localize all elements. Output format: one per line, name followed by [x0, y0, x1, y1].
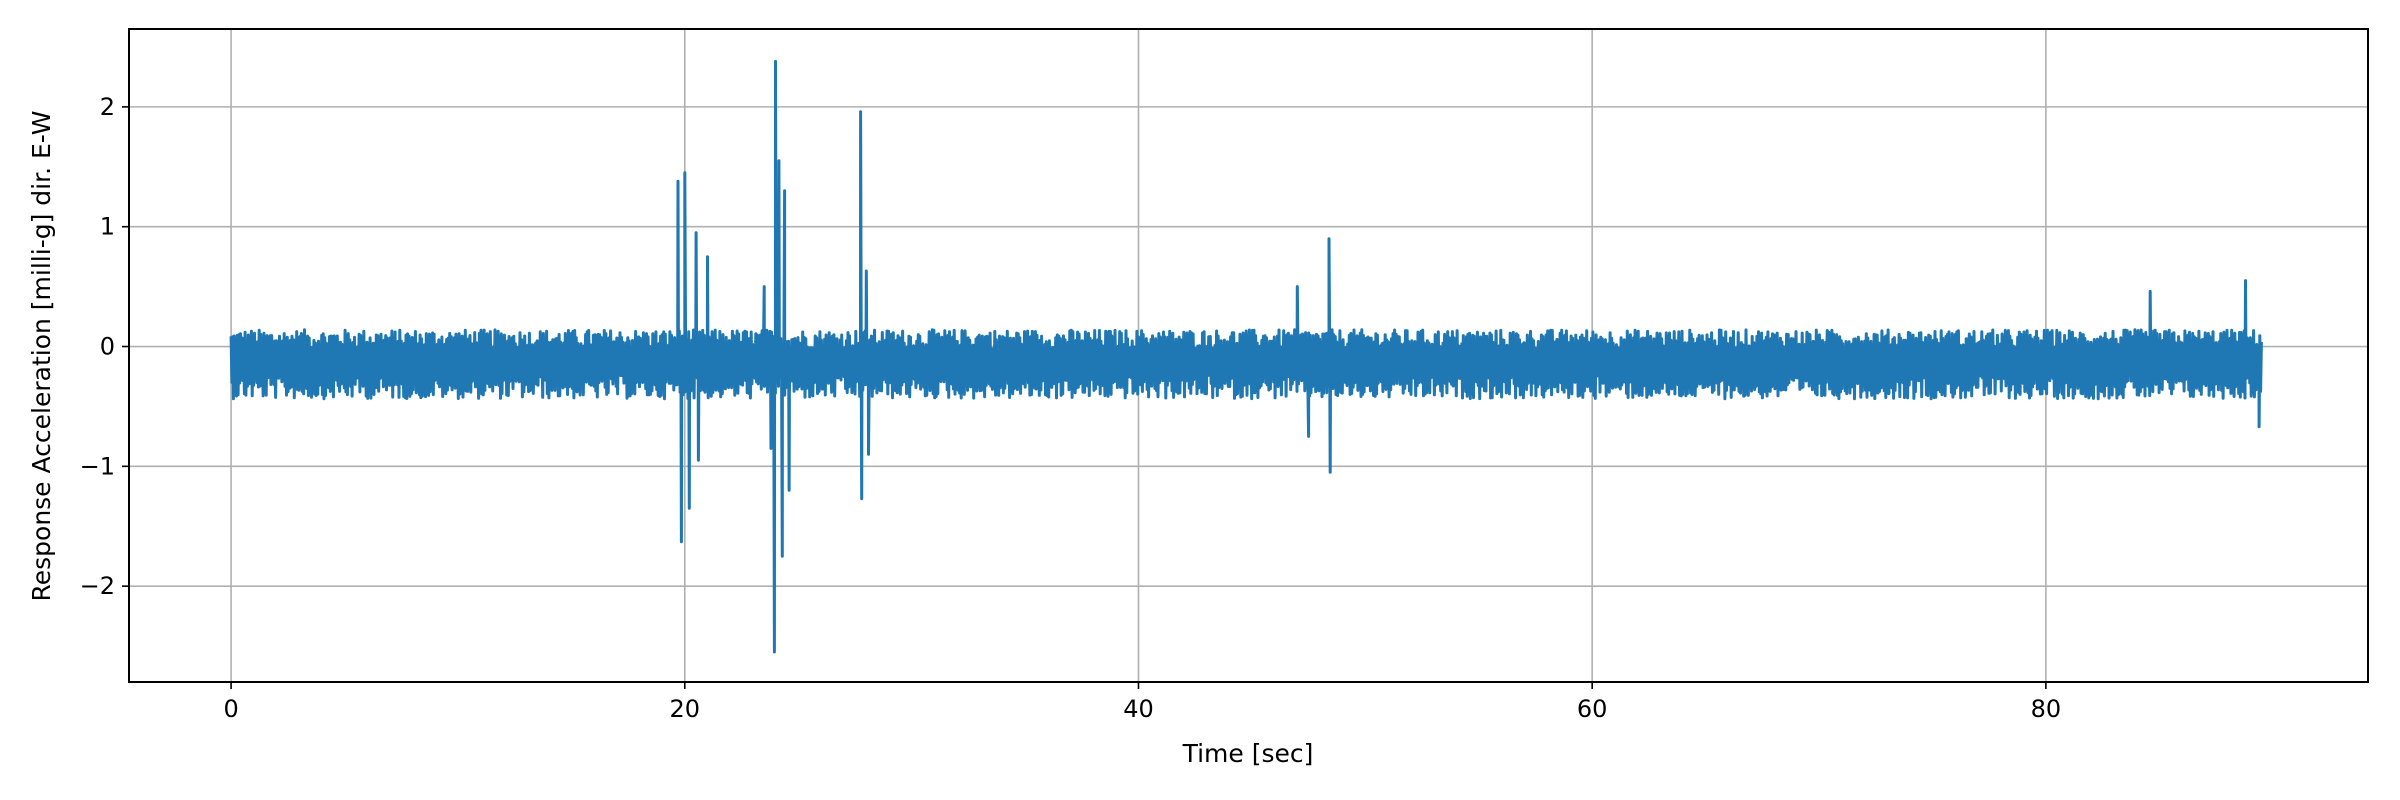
series-layer [229, 59, 2263, 654]
ticks: 0 20 40 60 80 −2 −1 0 1 2 [80, 93, 2062, 723]
y-axis-label: Response Acceleration [milli-g] dir. E-W [27, 110, 56, 601]
x-tick-label: 0 [223, 695, 238, 723]
plot-frame [128, 28, 2369, 683]
x-tick-label: 40 [1123, 695, 1154, 723]
y-tick-label: −1 [80, 452, 115, 480]
x-tick-label: 80 [2031, 695, 2062, 723]
y-tick-label: 2 [100, 93, 115, 121]
y-tick-label: 1 [100, 213, 115, 241]
x-tick-label: 60 [1577, 695, 1608, 723]
y-tick-label: −2 [80, 572, 115, 600]
y-tick-label: 0 [100, 333, 115, 361]
series-line [229, 59, 2263, 654]
x-axis-label: Time [sec] [1182, 739, 1314, 768]
x-tick-label: 20 [670, 695, 701, 723]
